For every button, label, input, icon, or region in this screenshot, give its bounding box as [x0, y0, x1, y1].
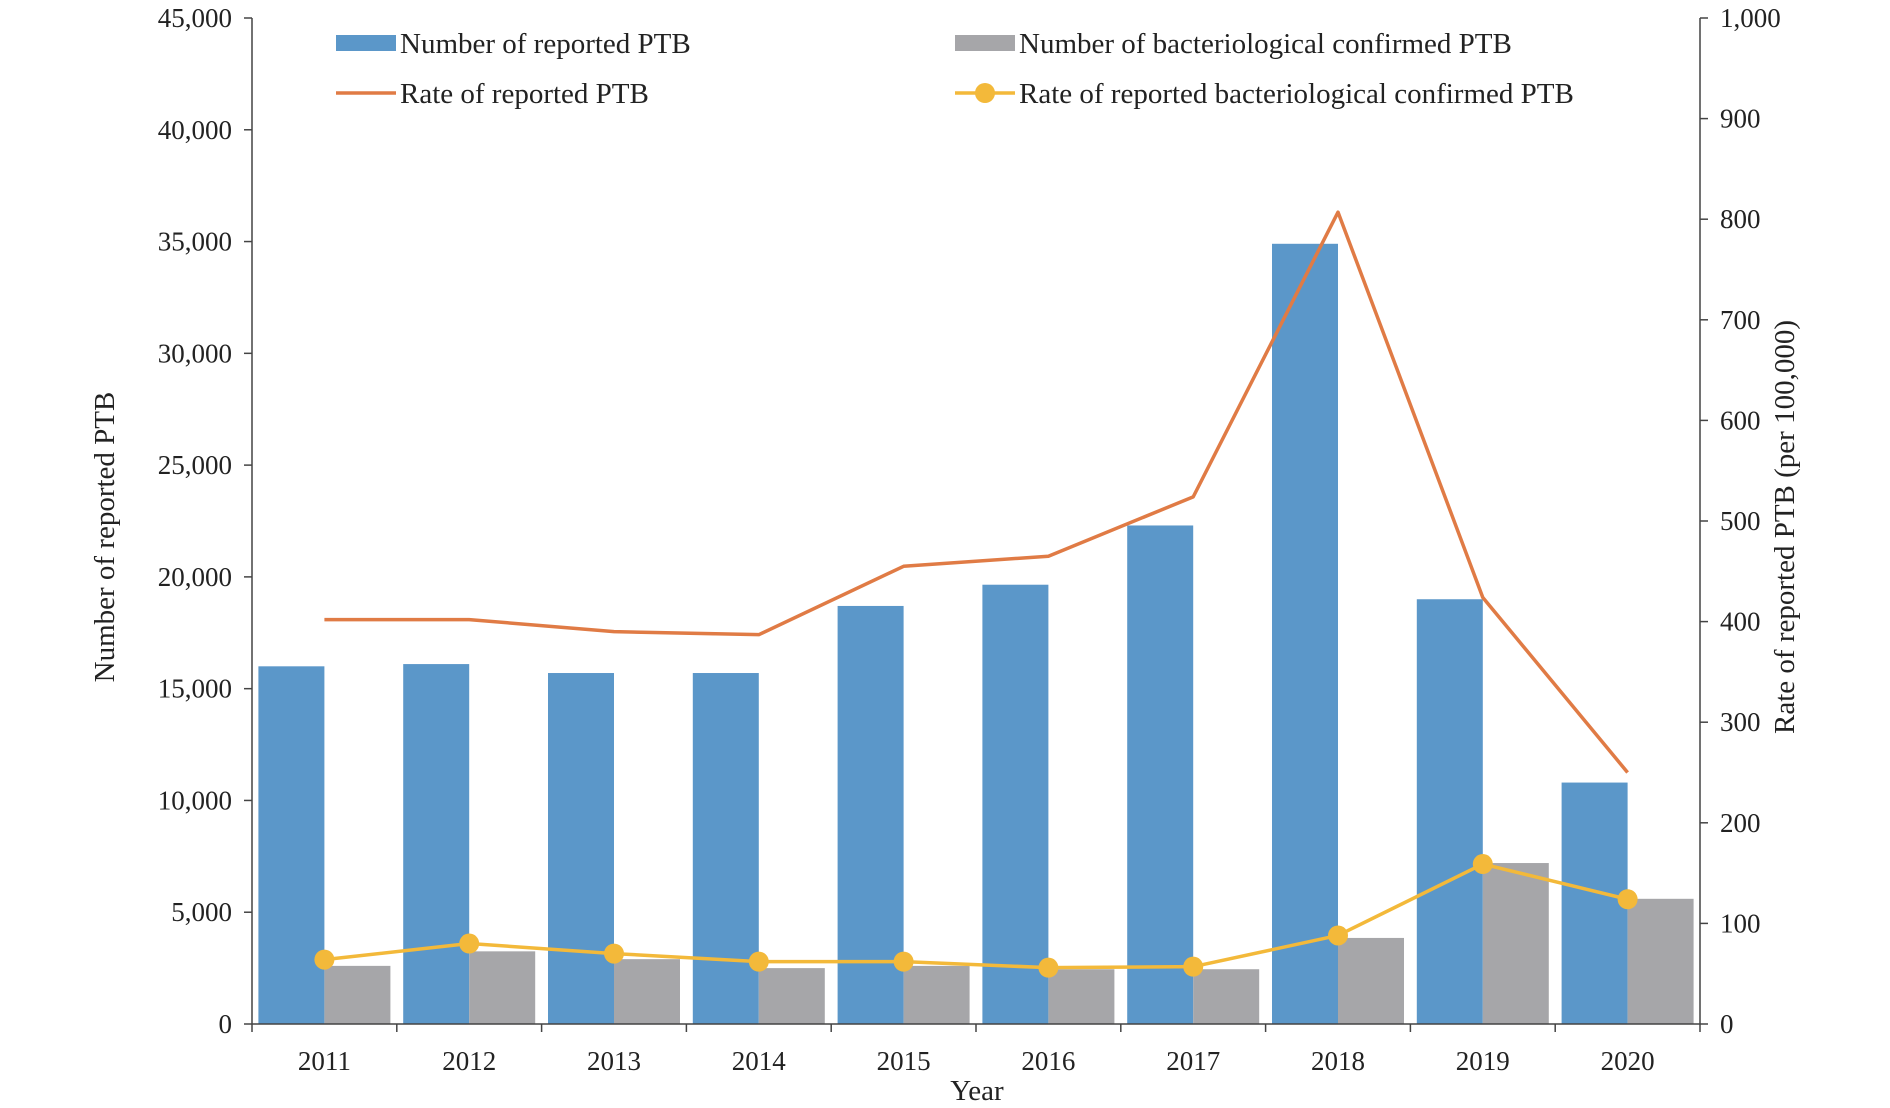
y2-tick-label: 800	[1720, 204, 1761, 234]
reported-bar-2016	[982, 584, 1049, 1024]
y-tick-label: 40,000	[158, 115, 232, 145]
y-tick-label: 10,000	[158, 785, 232, 815]
y2-tick-label: 0	[1720, 1009, 1734, 1039]
reported-bar-2013	[548, 673, 614, 1024]
reported-bar-2011	[258, 666, 325, 1024]
y-tick-label: 45,000	[158, 3, 232, 33]
axes-layer: 0 5,000 10,000 15,000 20,000 25,000 30,000 35,0…	[158, 3, 1781, 1076]
y2-tick-label: 100	[1720, 908, 1761, 938]
legend-item-2: Number of bacteriological confirmed PTB	[955, 28, 1512, 60]
y-tick-label: 20,000	[158, 562, 232, 592]
legend-label: Rate of reported PTB	[400, 78, 649, 110]
legend-label: Rate of reported bacteriological confirm…	[1019, 78, 1574, 110]
y2-tick-label: 400	[1720, 607, 1761, 637]
confirmed-bar-2015	[903, 965, 970, 1024]
reported-bar-2015	[837, 605, 904, 1024]
bars-layer	[258, 243, 1694, 1024]
x-axis-title: Year	[950, 1075, 1004, 1107]
legend-item-4: Rate of reported bacteriological confirm…	[955, 78, 1574, 110]
confirmed-rate-point-2020	[1617, 889, 1638, 910]
x-tick-label-2017: 2017	[1166, 1046, 1220, 1076]
confirmed-rate-point-2014	[748, 951, 769, 972]
y2-tick-label: 700	[1720, 305, 1761, 335]
confirmed-rate-point-2015	[893, 951, 914, 972]
confirmed-rate-line	[324, 862, 1629, 970]
x-tick-label-2020: 2020	[1601, 1046, 1655, 1076]
legend: Number of reported PTB Number of bacterio…	[336, 28, 1574, 110]
x-tick-label-2019: 2019	[1456, 1046, 1510, 1076]
confirmed-bar-2016	[1048, 969, 1115, 1024]
confirmed-rate-point-2018	[1328, 925, 1348, 946]
x-tick-label-2012: 2012	[442, 1046, 496, 1076]
confirmed-rate-point-2011	[314, 949, 335, 970]
legend-item-1: Number of reported PTB	[336, 28, 691, 60]
reported-bar-2019	[1416, 599, 1483, 1024]
confirmed-bar-2013	[614, 959, 680, 1024]
legend-marker	[975, 83, 995, 103]
lines-layer	[314, 210, 1638, 978]
confirmed-bar-2011	[324, 965, 391, 1024]
confirmed-bar-2020	[1627, 898, 1694, 1024]
x-tick-label-2011: 2011	[298, 1046, 351, 1076]
y-tick-label: 5,000	[171, 897, 232, 927]
reported-bar-2018	[1272, 243, 1338, 1024]
confirmed-bar-2014	[758, 968, 825, 1024]
confirmed-bar-2018	[1338, 937, 1404, 1024]
y-tick-label: 25,000	[158, 450, 232, 480]
reported-bar-2017	[1127, 525, 1194, 1024]
y-axis-title: Number of reported PTB	[89, 392, 121, 683]
y-tick-label: 35,000	[158, 227, 232, 257]
confirmed-rate-point-2017	[1183, 956, 1204, 977]
y2-tick-label: 1,000	[1720, 3, 1781, 33]
y2-tick-label: 600	[1720, 405, 1761, 435]
reported-bar-2014	[692, 673, 759, 1024]
x-tick-label-2018: 2018	[1311, 1046, 1365, 1076]
confirmed-bar-2012	[469, 951, 536, 1024]
y2-tick-label: 300	[1720, 707, 1761, 737]
y2-axis-title: Rate of reported PTB (per 100,000)	[1769, 320, 1801, 734]
confirmed-rate-point-2012	[459, 933, 480, 954]
confirmed-rate-point-2016	[1038, 957, 1059, 978]
confirmed-bar-2017	[1193, 969, 1260, 1024]
legend-label: Number of bacteriological confirmed PTB	[1019, 28, 1512, 60]
x-tick-label-2014: 2014	[732, 1046, 787, 1076]
y2-tick-label: 500	[1720, 506, 1761, 536]
confirmed-bar-2019	[1482, 863, 1549, 1024]
confirmed-rate-point-2019	[1472, 854, 1493, 875]
legend-item-3: Rate of reported PTB	[336, 78, 649, 110]
legend-swatch	[955, 35, 1015, 51]
legend-label: Number of reported PTB	[400, 28, 691, 60]
legend-swatch	[336, 35, 396, 51]
x-tick-label-2013: 2013	[587, 1046, 641, 1076]
y2-tick-label: 900	[1720, 104, 1761, 134]
reported-bar-2012	[403, 664, 470, 1024]
reported-bar-2020	[1561, 782, 1628, 1024]
x-tick-label-2016: 2016	[1021, 1046, 1075, 1076]
x-tick-label-2015: 2015	[877, 1046, 931, 1076]
y-tick-label: 30,000	[158, 338, 232, 368]
y-tick-label: 0	[219, 1009, 233, 1039]
confirmed-rate-point-2013	[604, 943, 624, 964]
y-tick-label: 15,000	[158, 674, 232, 704]
reported-rate-line	[324, 210, 1629, 774]
y2-tick-label: 200	[1720, 808, 1761, 838]
